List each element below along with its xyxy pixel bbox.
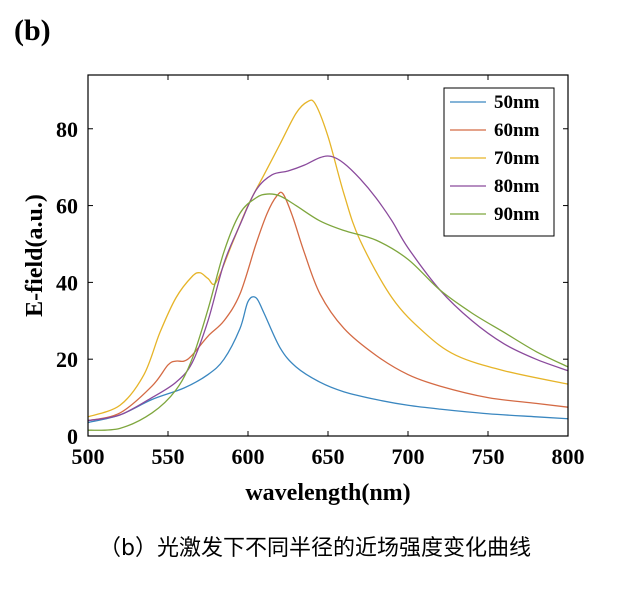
legend-label: 80nm	[494, 176, 540, 197]
y-tick-label: 80	[56, 117, 78, 142]
series-line-90nm	[87, 193, 569, 431]
x-tick-label: 800	[552, 444, 585, 469]
legend-label: 70nm	[494, 148, 540, 169]
x-tick-label: 700	[392, 444, 425, 469]
series-line-60nm	[87, 191, 569, 422]
y-tick-label: 20	[56, 347, 78, 372]
x-tick-label: 600	[232, 444, 265, 469]
x-tick-label: 550	[152, 444, 185, 469]
panel-label: (b)	[14, 14, 51, 47]
legend-box	[443, 87, 555, 237]
legend-label: 90nm	[494, 204, 540, 225]
x-tick-label: 650	[312, 444, 345, 469]
series-line-50nm	[87, 296, 569, 424]
x-axis-title: wavelength(nm)	[245, 480, 410, 506]
line-chart: 500 550 600 650 700 750 800 0 20 40 60 80 wavelengt…	[22, 74, 585, 506]
x-tick-label: 750	[472, 444, 505, 469]
legend-label: 50nm	[494, 92, 540, 113]
y-axis-title: E-field(a.u.)	[22, 194, 48, 317]
y-tick-label: 40	[56, 270, 78, 295]
x-tick-label: 500	[72, 444, 105, 469]
legend: 50nm 60nm 70nm 80nm 90nm	[443, 87, 555, 237]
figure-caption: （b）光激发下不同半径的近场强度变化曲线	[99, 536, 531, 561]
legend-label: 60nm	[494, 120, 540, 141]
y-tick-label: 0	[67, 424, 78, 449]
series-line-70nm	[87, 99, 569, 418]
y-tick-label: 60	[56, 194, 78, 219]
